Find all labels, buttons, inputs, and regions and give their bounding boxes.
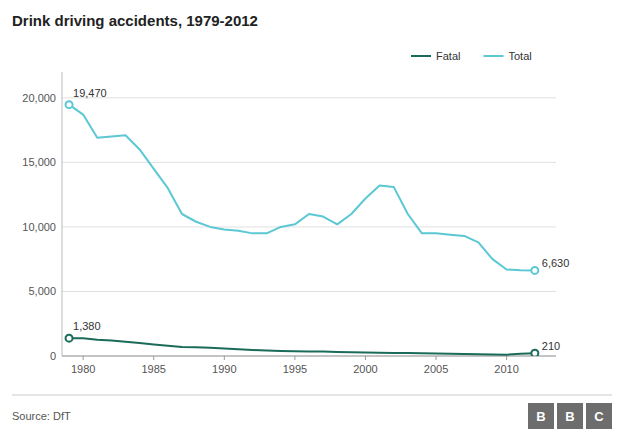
grid-line (62, 226, 556, 227)
grid-line (62, 291, 556, 292)
x-tick (83, 356, 84, 360)
x-tick (436, 356, 437, 360)
grid-line (62, 97, 556, 98)
x-axis-line (62, 356, 556, 357)
plot-area (66, 101, 539, 356)
logo: BBC (528, 403, 612, 429)
x-tick-label: 1990 (212, 363, 236, 375)
legend-swatch (484, 55, 504, 57)
x-tick-label: 2010 (494, 363, 518, 375)
legend-swatch (411, 55, 431, 57)
x-tick-label: 1985 (142, 363, 166, 375)
x-axis: 1980 1985 1990 1995 2000 2005 2010 (62, 356, 556, 375)
y-tick-label: 15,000 (22, 156, 56, 168)
legend: Fatal Total (411, 50, 532, 62)
x-tick-label: 2000 (353, 363, 377, 375)
end-point (531, 267, 538, 274)
chart: Drink driving accidents, 1979-2012 0 5,000… (0, 0, 624, 434)
title: Drink driving accidents, 1979-2012 (12, 12, 258, 29)
logo-box (586, 403, 612, 429)
annotations: 19,470 6,630 1,380 210 (73, 87, 569, 353)
y-axis-line (62, 72, 63, 356)
x-tick-label: 1980 (71, 363, 95, 375)
grid-line (62, 162, 556, 163)
series-line (69, 105, 535, 271)
x-tick-label: 1995 (283, 363, 307, 375)
annotation: 19,470 (73, 87, 107, 99)
y-axis: 0 5,000 10,000 15,000 20,000 (22, 72, 556, 362)
logo-box (557, 403, 583, 429)
end-point (66, 335, 73, 342)
logo-box (528, 403, 554, 429)
legend-label: Total (509, 50, 532, 62)
y-tick-label: 20,000 (22, 92, 56, 104)
x-tick-label: 2005 (424, 363, 448, 375)
source: Source: DfT (12, 410, 71, 422)
x-tick (506, 356, 507, 360)
x-tick (365, 356, 366, 360)
x-tick (153, 356, 154, 360)
y-tick-label: 10,000 (22, 221, 56, 233)
end-point (531, 350, 538, 356)
logo-letter: C (594, 409, 604, 424)
logo-letter: B (536, 409, 545, 424)
y-tick-label: 5,000 (28, 285, 56, 297)
y-tick-label: 0 (50, 350, 56, 362)
separator (12, 395, 612, 396)
series-line (69, 338, 535, 355)
legend-label: Fatal (436, 50, 460, 62)
x-tick (224, 356, 225, 360)
end-point (66, 101, 73, 108)
logo-letter: B (565, 409, 574, 424)
annotation: 1,380 (73, 320, 101, 332)
x-tick (294, 356, 295, 360)
grid-line (62, 356, 556, 357)
annotation: 6,630 (542, 257, 570, 269)
annotation: 210 (542, 340, 560, 352)
